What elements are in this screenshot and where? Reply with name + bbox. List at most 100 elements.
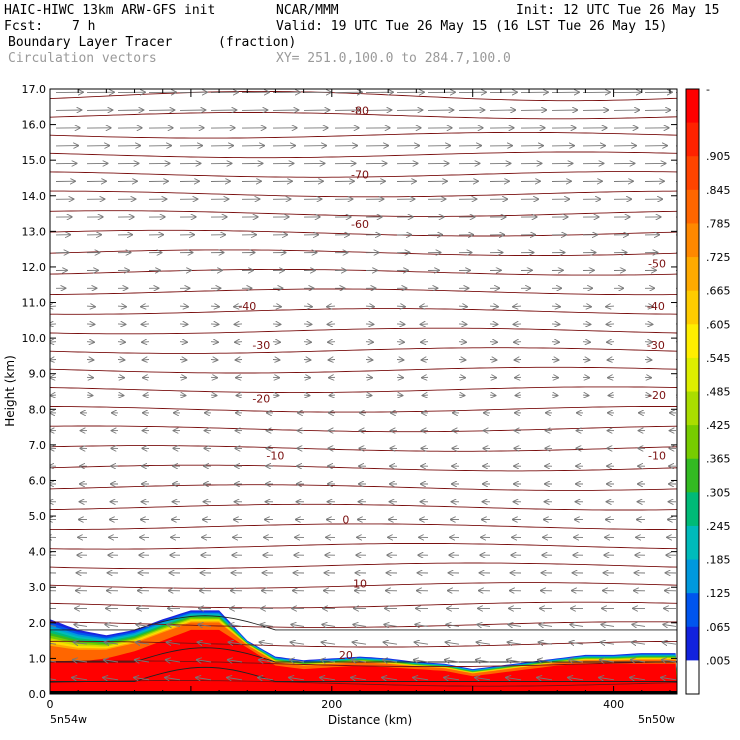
circulation-vector	[235, 324, 243, 325]
isotherm-line	[50, 112, 677, 120]
xsec-endpoints: XY= 251.0,100.0 to 284.7,100.0	[276, 51, 511, 66]
x-tick-label: 0	[47, 698, 54, 711]
circulation-vector	[384, 642, 398, 644]
x-axis-label: Distance (km)	[328, 713, 412, 727]
isotherm-line	[50, 327, 677, 335]
circulation-vector	[644, 306, 653, 307]
y-tick-label: 17.0	[22, 83, 47, 96]
y-tick-label: 3.0	[29, 581, 47, 594]
isotherm-label: -10	[648, 450, 666, 463]
y-tick-label: 6.0	[29, 474, 47, 487]
circulation-vector	[86, 324, 94, 325]
circulation-vector	[551, 324, 559, 325]
circulation-vector	[210, 324, 218, 325]
circulation-vector	[272, 306, 281, 307]
circulation-vector	[661, 678, 677, 680]
circulation-vector	[320, 678, 336, 680]
circulation-vector	[50, 678, 57, 681]
isotherm-line	[50, 562, 677, 570]
circulation-vector	[229, 642, 243, 644]
colorbar-swatch	[686, 593, 699, 628]
circulation-vector	[327, 306, 336, 307]
circulation-vector	[73, 660, 88, 662]
colorbar-label: .305	[706, 486, 731, 499]
circulation-vector	[74, 642, 88, 644]
circulation-vector	[570, 642, 584, 644]
colorbar-label: .005	[706, 654, 731, 667]
isotherm-line	[50, 680, 677, 687]
circulation-vector	[582, 360, 589, 361]
circulation-vector	[489, 324, 497, 325]
circulation-vector	[415, 642, 429, 644]
circulation-vector	[365, 342, 373, 343]
circulation-vector	[117, 342, 125, 343]
circulation-vector	[446, 625, 460, 627]
circulation-vector	[551, 342, 559, 343]
circulation-vector	[352, 660, 367, 662]
isotherm-line	[50, 386, 677, 394]
circulation-vector	[198, 642, 212, 644]
circulation-vector	[601, 642, 615, 644]
colorbar-frame	[685, 88, 700, 695]
circulation-vector	[489, 342, 497, 343]
circulation-vector	[143, 360, 150, 361]
isotherm-label: 10	[353, 578, 367, 591]
circulation-vector	[513, 306, 522, 307]
colorbar-swatch	[686, 525, 699, 561]
colorbar-swatch	[686, 626, 699, 661]
isotherm-label: 20	[339, 649, 353, 662]
circulation-vector	[260, 625, 274, 627]
isotherm-line	[50, 660, 677, 668]
circulation-vector	[421, 342, 429, 343]
isotherm-label: -30	[647, 339, 665, 352]
isotherm-label: -20	[252, 393, 270, 406]
circulation-vector	[631, 660, 646, 662]
colorbar-label: -	[706, 83, 710, 96]
circulation-vector	[422, 360, 429, 361]
circulation-vector	[179, 342, 187, 343]
circulation-vector	[663, 642, 677, 644]
circulation-vector	[489, 360, 496, 361]
colorbar-label: .785	[706, 217, 731, 230]
colorbar-swatch	[686, 425, 699, 460]
isotherm-line	[50, 601, 677, 609]
circulation-vector	[551, 360, 558, 361]
circulation-vector	[321, 660, 336, 662]
terrain-line	[50, 691, 677, 694]
tracer-core	[50, 629, 677, 694]
colorbar-swatch	[686, 189, 699, 224]
colorbar-label: .845	[706, 184, 731, 197]
isotherm-line	[50, 90, 677, 102]
y-tick-label: 10.0	[22, 332, 47, 345]
circulation-vector	[72, 678, 88, 680]
circulation-vector	[291, 642, 305, 644]
circulation-vector	[105, 625, 119, 627]
circulation-vector	[290, 660, 305, 662]
circulation-vector	[444, 678, 460, 680]
circulation-vector	[236, 360, 243, 361]
isotherm-label: -40	[238, 300, 256, 313]
isotherm-label: 0	[342, 514, 349, 527]
y-tick-label: 4.0	[29, 546, 47, 559]
colorbar-swatch	[686, 391, 699, 426]
circulation-vector	[607, 324, 615, 325]
circulation-vector	[50, 660, 57, 663]
colorbar-label: .185	[706, 554, 731, 567]
colorbar-swatch	[686, 492, 699, 527]
circulation-vector	[365, 306, 374, 307]
circulation-vector	[134, 678, 150, 680]
colorbar-label: .485	[706, 386, 731, 399]
circulation-vector	[142, 342, 150, 343]
circulation-vector	[445, 660, 460, 662]
circulation-vector	[198, 625, 212, 627]
y-tick-label: 11.0	[22, 297, 47, 310]
colorbar-label: .425	[706, 419, 731, 432]
y-tick-label: 12.0	[22, 261, 47, 274]
circulation-vector	[608, 360, 615, 361]
circulation-vector	[228, 660, 243, 662]
isotherm-line	[50, 523, 677, 531]
isotherm-line	[50, 171, 677, 178]
circulation-vector	[353, 642, 367, 644]
circulation-vector	[86, 342, 94, 343]
circulation-vector	[227, 678, 243, 680]
